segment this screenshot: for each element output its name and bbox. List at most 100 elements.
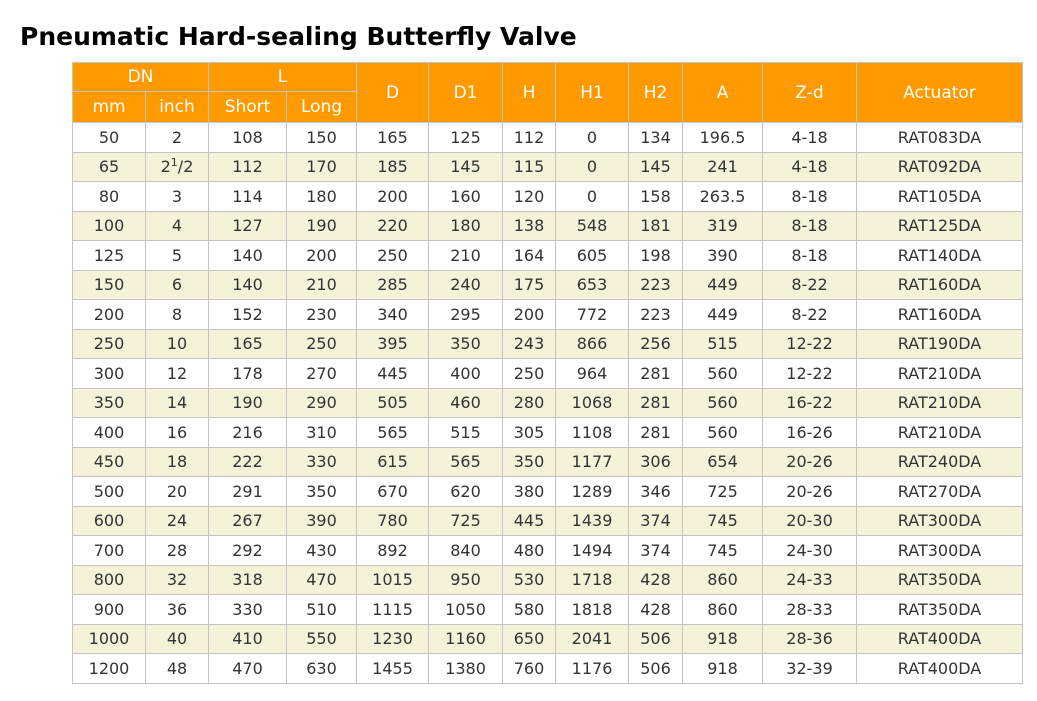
header-d1: D1 [428,62,504,123]
table-row: 600 24 267 390 780 725 445 1439 374 745 20-30 RAT30… [72,505,1024,536]
cell-a: 745 [682,535,764,566]
cell-h1: 1439 [555,505,630,536]
header-a: A [682,62,764,123]
cell-h: 138 [502,210,557,241]
cell-d1: 160 [428,181,504,212]
cell-h2: 256 [628,328,684,359]
cell-d: 780 [356,505,430,536]
cell-l-short: 330 [208,594,287,625]
cell-d: 340 [356,299,430,330]
cell-d: 200 [356,181,430,212]
cell-l-short: 292 [208,535,287,566]
cell-d1: 295 [428,299,504,330]
header-actuator: Actuator [856,62,1024,123]
cell-d: 565 [356,417,430,448]
cell-h: 112 [502,122,557,153]
cell-l-short: 127 [208,210,287,241]
cell-dn-mm: 800 [72,564,146,595]
cell-actuator: RAT240DA [856,446,1024,477]
cell-h2: 145 [628,151,684,182]
cell-d1: 125 [428,122,504,153]
cell-h: 120 [502,181,557,212]
page-title: Pneumatic Hard-sealing Butterfly Valve [20,22,577,51]
cell-z-d: 12-22 [762,328,858,359]
inch-fraction: 21/2 [161,157,194,176]
cell-dn-mm: 80 [72,181,146,212]
cell-l-short: 178 [208,358,287,389]
cell-actuator: RAT300DA [856,535,1024,566]
header-h2: H2 [628,62,684,123]
cell-h: 175 [502,269,557,300]
table-header: DN L D D1 H H1 H2 A Z-d Actuator mm inch… [72,62,1024,123]
cell-z-d: 8-18 [762,181,858,212]
cell-d: 1115 [356,594,430,625]
cell-dn-inch: 40 [145,623,209,654]
table-row: 65 21/2 112 170 185 145 115 0 145 241 4-18 RAT092DA [72,151,1024,182]
cell-z-d: 20-26 [762,446,858,477]
cell-h1: 2041 [555,623,630,654]
cell-dn-mm: 700 [72,535,146,566]
table-row: 350 14 190 290 505 460 280 1068 281 560 16-22 RAT21… [72,387,1024,418]
cell-a: 241 [682,151,764,182]
header-mm: mm [72,91,146,123]
cell-dn-inch: 20 [145,476,209,507]
cell-d1: 240 [428,269,504,300]
cell-h: 250 [502,358,557,389]
cell-dn-inch: 2 [145,122,209,153]
cell-d1: 145 [428,151,504,182]
cell-dn-inch: 36 [145,594,209,625]
cell-l-short: 470 [208,653,287,684]
cell-h: 650 [502,623,557,654]
cell-actuator: RAT210DA [856,417,1024,448]
cell-l-long: 390 [285,505,358,536]
cell-l-long: 510 [285,594,358,625]
cell-d1: 1380 [428,653,504,684]
cell-h2: 223 [628,299,684,330]
table-row: 100 4 127 190 220 180 138 548 181 319 8-18 RAT125DA [72,210,1024,241]
cell-d1: 950 [428,564,504,595]
cell-h2: 223 [628,269,684,300]
cell-l-long: 200 [285,240,358,271]
cell-dn-inch: 14 [145,387,209,418]
cell-a: 560 [682,358,764,389]
cell-dn-mm: 1000 [72,623,146,654]
cell-d1: 620 [428,476,504,507]
cell-d: 1230 [356,623,430,654]
cell-d: 285 [356,269,430,300]
cell-dn-inch: 28 [145,535,209,566]
valve-spec-table: DN L D D1 H H1 H2 A Z-d Actuator mm inch… [72,62,1024,684]
cell-actuator: RAT350DA [856,564,1024,595]
fraction-denominator: /2 [177,157,194,177]
cell-actuator: RAT300DA [856,505,1024,536]
cell-dn-inch: 5 [145,240,209,271]
cell-a: 319 [682,210,764,241]
header-l: L [207,62,358,92]
cell-actuator: RAT105DA [856,181,1024,212]
header-h1: H1 [555,62,630,123]
cell-actuator: RAT190DA [856,328,1024,359]
cell-h2: 506 [628,623,684,654]
cell-l-short: 410 [208,623,287,654]
cell-h: 305 [502,417,557,448]
cell-d: 505 [356,387,430,418]
cell-h: 350 [502,446,557,477]
cell-h2: 428 [628,564,684,595]
cell-l-short: 267 [208,505,287,536]
cell-h2: 198 [628,240,684,271]
cell-l-long: 210 [285,269,358,300]
table-row: 1200 48 470 630 1455 1380 760 1176 506 918 32-39 RA… [72,653,1024,684]
cell-z-d: 16-26 [762,417,858,448]
cell-dn-inch: 12 [145,358,209,389]
cell-l-long: 180 [285,181,358,212]
cell-dn-mm: 900 [72,594,146,625]
cell-l-short: 108 [208,122,287,153]
cell-h: 480 [502,535,557,566]
cell-h2: 134 [628,122,684,153]
header-d: D [356,62,430,123]
cell-actuator: RAT083DA [856,122,1024,153]
table-row: 200 8 152 230 340 295 200 772 223 449 8-22 RAT160DA [72,299,1024,330]
table-row: 400 16 216 310 565 515 305 1108 281 560 16-26 RAT21… [72,417,1024,448]
cell-l-long: 230 [285,299,358,330]
cell-d1: 725 [428,505,504,536]
cell-h1: 653 [555,269,630,300]
